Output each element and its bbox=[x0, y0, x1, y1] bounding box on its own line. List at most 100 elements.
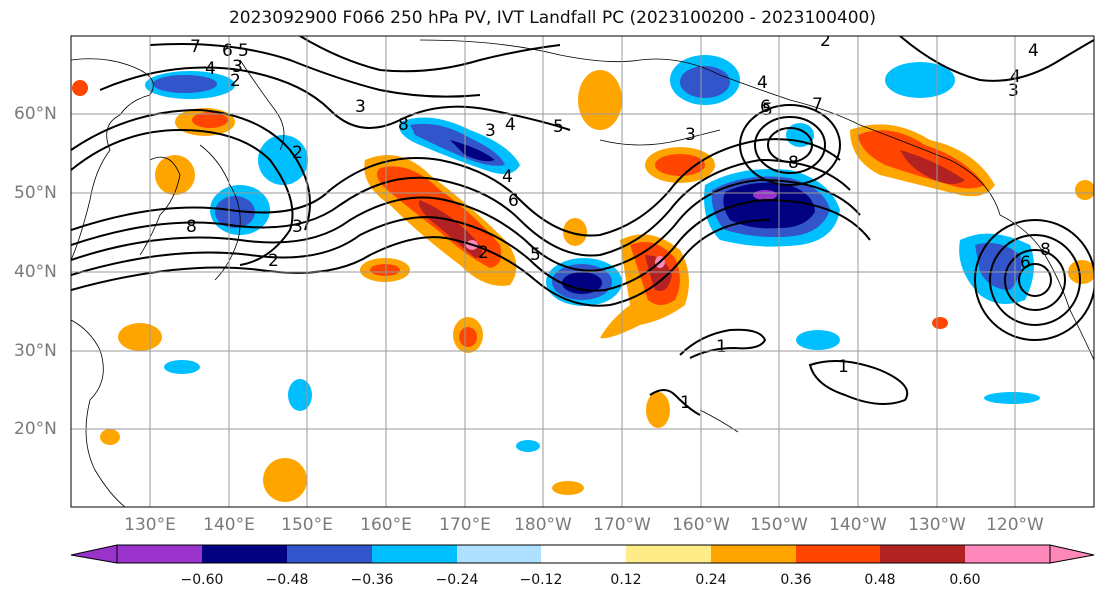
colorbar bbox=[70, 544, 1095, 564]
contour-label: 4 bbox=[505, 115, 516, 135]
shade-pos-small-6 bbox=[263, 458, 307, 502]
shade-pos-small-7 bbox=[100, 429, 120, 445]
contour-label: 3 bbox=[292, 217, 303, 237]
coast-hawaii bbox=[699, 409, 739, 433]
contour-label-group: 7 6 5 4 3 2 2 3 4 5 3 8 2 3 2 8 4 3 4 5 … bbox=[186, 31, 1051, 413]
shade-neg-small-5 bbox=[984, 392, 1040, 404]
contour-label: 8 bbox=[788, 153, 799, 173]
contour-closed-low-3 bbox=[767, 127, 813, 163]
contour-label: 4 bbox=[757, 73, 768, 93]
colorbar-cell-4 bbox=[372, 545, 457, 563]
contour-westcoast-2 bbox=[989, 234, 1081, 326]
contour-label: 2 bbox=[292, 143, 303, 163]
longitude-label: 150°E bbox=[281, 515, 333, 535]
colorbar-tick-label: 0.12 bbox=[610, 572, 642, 588]
colorbar-cell-3 bbox=[287, 545, 372, 563]
contour-westcoast-1 bbox=[974, 219, 1094, 341]
colorbar-tick-label: 0.36 bbox=[780, 572, 812, 588]
contour-westcoast-4 bbox=[1018, 263, 1052, 297]
shade-neg-small-6 bbox=[516, 440, 540, 452]
contour-label: 1 bbox=[716, 337, 727, 357]
contour-closed-low-2 bbox=[754, 116, 826, 174]
colorbar-cell-8 bbox=[711, 545, 796, 563]
shade-pos-small-1-core bbox=[370, 264, 400, 276]
contour-line-3 bbox=[71, 178, 861, 272]
contour-label: 3 bbox=[232, 57, 243, 77]
shade-pos-small-4-core bbox=[459, 327, 477, 347]
map-title: 2023092900 F066 250 hPa PV, IVT Landfall… bbox=[228, 8, 876, 28]
latitude-label: 20°N bbox=[14, 419, 57, 439]
contour-label: 5 bbox=[762, 100, 773, 120]
shade-pos-165w-core bbox=[645, 255, 672, 291]
contour-label: 5 bbox=[530, 245, 541, 265]
contour-label: 7 bbox=[812, 95, 823, 115]
map-layer: 7 6 5 4 3 2 2 3 4 5 3 8 2 3 2 8 4 3 4 5 … bbox=[71, 31, 1094, 507]
shade-pos-goa-core bbox=[900, 150, 965, 184]
shade-pos-small-9 bbox=[1075, 180, 1094, 200]
contour-label: 4 bbox=[1028, 41, 1039, 61]
shade-pos-small-12 bbox=[932, 317, 948, 329]
latitude-label: 60°N bbox=[14, 104, 57, 124]
longitude-label: 130°W bbox=[908, 515, 966, 535]
longitude-label: 160°E bbox=[360, 515, 412, 535]
colorbar-cell-11 bbox=[965, 545, 1050, 563]
contour-label: 7 bbox=[190, 37, 201, 57]
shade-neg-small-3 bbox=[288, 379, 312, 411]
contour-line-6 bbox=[71, 128, 294, 266]
contour-line-4 bbox=[71, 198, 871, 292]
shade-neg-small-4 bbox=[164, 360, 200, 374]
shade-pos-small-2 bbox=[563, 218, 587, 246]
colorbar-cell-2 bbox=[202, 545, 287, 563]
shade-neg-175w-core bbox=[562, 272, 602, 294]
colorbar-tick-label: 0.24 bbox=[695, 572, 727, 588]
shade-neg-small-2 bbox=[796, 330, 840, 350]
contour-line-10 bbox=[299, 36, 561, 73]
longitude-label: 130°E bbox=[124, 515, 176, 535]
latitude-label: 30°N bbox=[14, 341, 57, 361]
contour-line-2 bbox=[71, 158, 851, 257]
contour-label: 8 bbox=[398, 115, 409, 135]
colorbar-tick-label: −0.60 bbox=[180, 572, 224, 588]
contour-westcoast-3 bbox=[1004, 249, 1066, 311]
contour-line-1-hawaii bbox=[649, 389, 701, 416]
colorbar-cell-9 bbox=[796, 545, 880, 563]
colorbar-tick-label: −0.48 bbox=[265, 572, 309, 588]
contour-line-9 bbox=[149, 43, 481, 98]
shade-neg-japan-core bbox=[215, 196, 255, 228]
colorbar-cell-7 bbox=[626, 545, 711, 563]
longitude-label: 180°W bbox=[514, 515, 572, 535]
colorbar-extend-high bbox=[1049, 544, 1095, 564]
contour-label: 2 bbox=[230, 71, 241, 91]
shade-neg-hokkaido bbox=[258, 135, 308, 185]
shade-pos-small-11 bbox=[72, 80, 88, 96]
coast-seasia bbox=[71, 319, 126, 507]
shade-pos-aleutian-core bbox=[655, 154, 705, 176]
shade-pos-small-5 bbox=[646, 392, 670, 428]
shade-neg-150w-core bbox=[723, 182, 815, 229]
contour-label: 8 bbox=[186, 217, 197, 237]
contour-label: 3 bbox=[355, 97, 366, 117]
coast-kamchatka bbox=[239, 59, 285, 151]
longitude-label: 150°W bbox=[750, 515, 808, 535]
contour-label: 2 bbox=[478, 243, 489, 263]
contour-line-8 bbox=[99, 66, 571, 131]
shade-pos-okhotsk-core bbox=[192, 112, 228, 128]
colorbar-extend-low bbox=[70, 544, 118, 564]
latitude-label: 50°N bbox=[14, 183, 57, 203]
contour-label: 2 bbox=[820, 31, 831, 51]
coast-westcoast bbox=[999, 214, 1094, 361]
contour-label: 6 bbox=[760, 97, 771, 117]
shade-neg-kamchatka-core bbox=[153, 75, 217, 93]
map-frame bbox=[70, 35, 1095, 508]
shade-pos-bering bbox=[578, 70, 622, 130]
longitude-label: 170°E bbox=[439, 515, 491, 535]
shaded-anomalies bbox=[72, 55, 1094, 502]
contour-line-1 bbox=[71, 138, 841, 237]
gridlines bbox=[71, 36, 1094, 507]
colorbar-cell-5 bbox=[457, 545, 541, 563]
shade-pos-small-10 bbox=[552, 481, 584, 495]
contour-label: 5 bbox=[238, 41, 249, 61]
contour-label: 6 bbox=[1020, 253, 1031, 273]
contour-label: 3 bbox=[1008, 81, 1019, 101]
contour-closed-low-1 bbox=[739, 104, 841, 186]
